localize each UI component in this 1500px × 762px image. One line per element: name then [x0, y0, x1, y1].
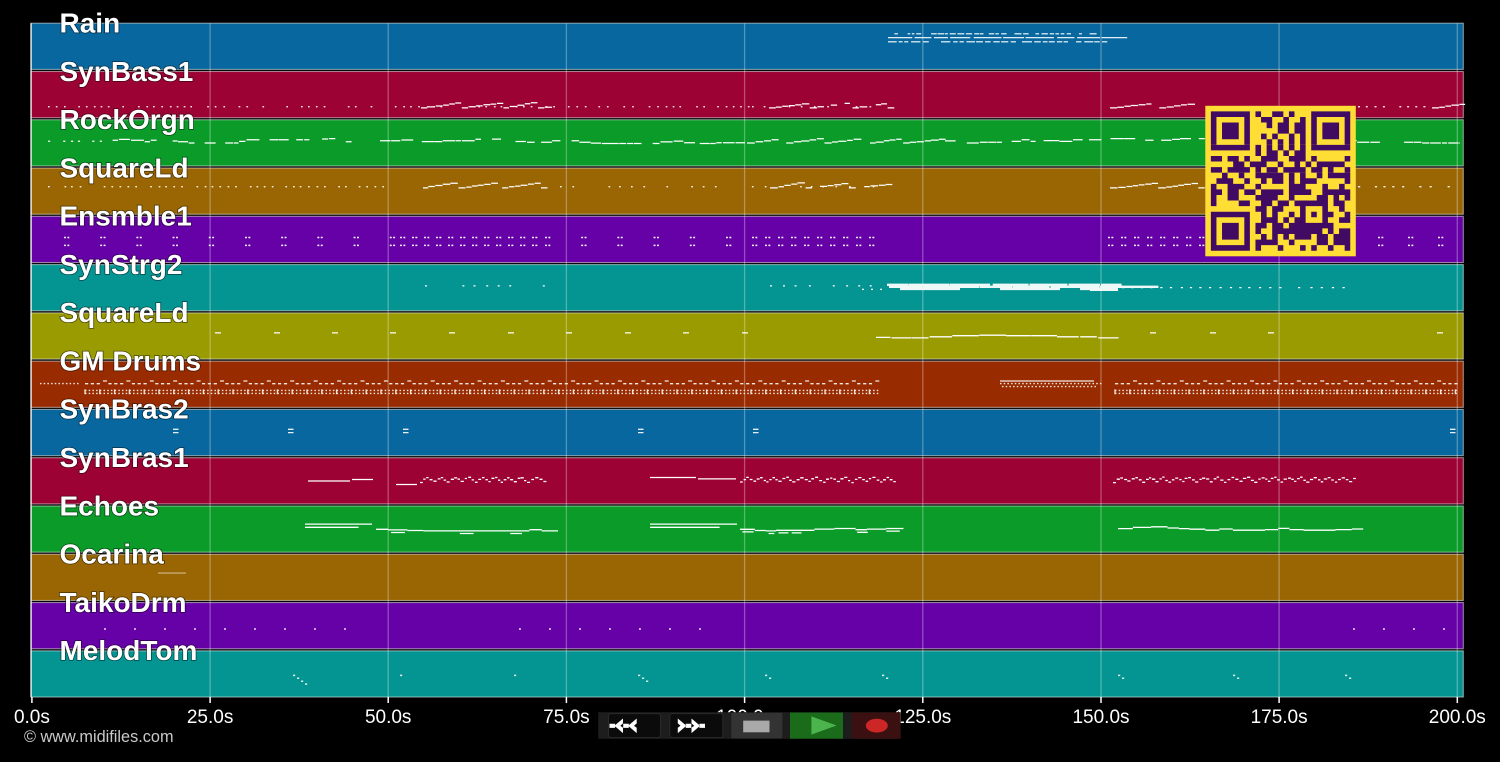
- svg-text:GM Drums: GM Drums: [60, 346, 202, 377]
- svg-text:Ocarina: Ocarina: [60, 539, 165, 570]
- svg-text:125.0s: 125.0s: [894, 707, 951, 728]
- svg-text:TaikoDrm: TaikoDrm: [60, 587, 187, 618]
- svg-text:75.0s: 75.0s: [543, 707, 589, 728]
- svg-text:200.0s: 200.0s: [1429, 707, 1486, 728]
- svg-text:SynStrg2: SynStrg2: [60, 249, 183, 280]
- svg-text:Rain: Rain: [60, 8, 121, 39]
- svg-text:175.0s: 175.0s: [1251, 707, 1308, 728]
- svg-text:Echoes: Echoes: [60, 490, 160, 521]
- svg-text:MelodTom: MelodTom: [60, 635, 198, 666]
- svg-text:© www.midifiles.com: © www.midifiles.com: [24, 728, 174, 746]
- svg-text:RockOrgn: RockOrgn: [60, 104, 195, 135]
- svg-text:SynBras1: SynBras1: [60, 442, 189, 473]
- svg-text:SynBras2: SynBras2: [60, 394, 189, 425]
- svg-text:SquareLd: SquareLd: [60, 152, 189, 183]
- svg-text:25.0s: 25.0s: [187, 707, 233, 728]
- svg-text:150.0s: 150.0s: [1072, 707, 1129, 728]
- svg-text:50.0s: 50.0s: [365, 707, 411, 728]
- svg-text:SquareLd: SquareLd: [60, 297, 189, 328]
- svg-text:0.0s: 0.0s: [14, 707, 50, 728]
- svg-text:SynBass1: SynBass1: [60, 56, 194, 87]
- svg-text:Ensmble1: Ensmble1: [60, 201, 192, 232]
